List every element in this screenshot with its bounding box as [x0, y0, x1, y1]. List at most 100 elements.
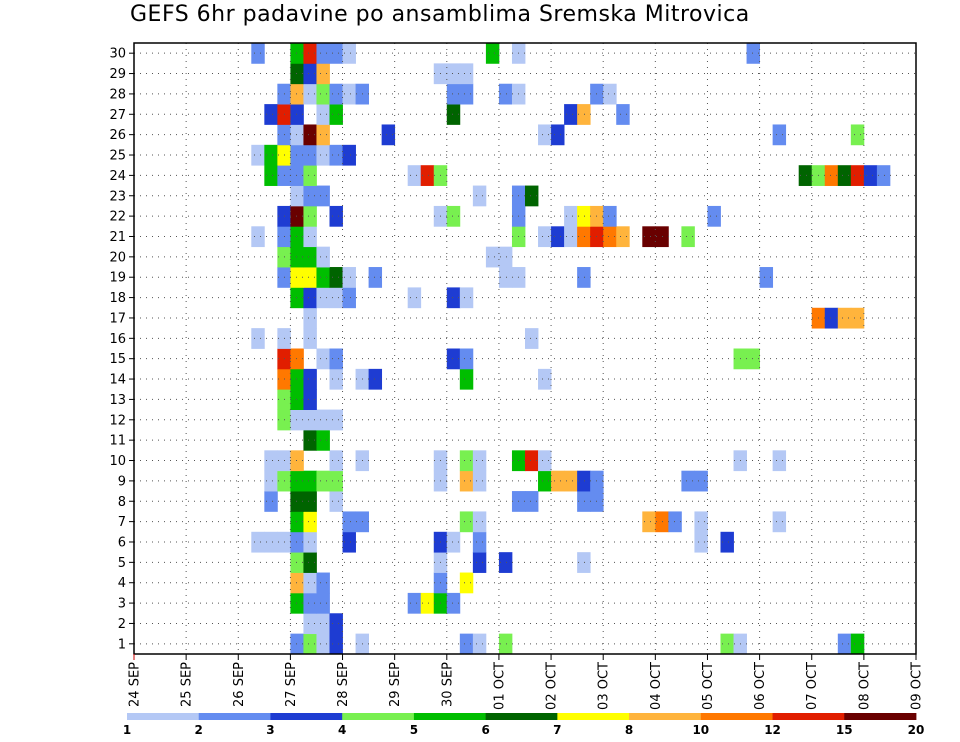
- heatmap-cell: [577, 205, 591, 227]
- y-tick-label: 2: [118, 617, 126, 632]
- heatmap-cell: [290, 104, 304, 125]
- heatmap-cell: [290, 409, 304, 431]
- heatmap-cell: [459, 63, 474, 85]
- heatmap-cell: [290, 144, 304, 166]
- heatmap-cell: [837, 633, 852, 655]
- heatmap-cell: [538, 470, 552, 492]
- heatmap-cell: [290, 267, 304, 288]
- heatmap-cell: [329, 205, 343, 227]
- heatmap-cell: [303, 246, 317, 268]
- heatmap-cell: [459, 83, 474, 105]
- heatmap-cell: [498, 267, 513, 288]
- heatmap-cell: [303, 491, 317, 512]
- y-tick-label: 26: [109, 128, 126, 143]
- x-tick-label: 05 OCT: [701, 662, 716, 710]
- colorbar-swatch: [342, 713, 415, 720]
- colorbar-swatch: [557, 713, 630, 720]
- heatmap-cell: [603, 83, 617, 105]
- heatmap-cell: [368, 368, 383, 390]
- heatmap-cell: [316, 572, 330, 594]
- heatmap-cell: [446, 205, 461, 227]
- heatmap-cell: [746, 348, 760, 370]
- y-tick-label: 19: [109, 271, 126, 286]
- heatmap-cell: [459, 348, 474, 370]
- heatmap-cell: [577, 267, 591, 288]
- heatmap-cell: [746, 43, 760, 64]
- x-tick-label: 06 OCT: [753, 662, 768, 710]
- heatmap-cell: [264, 450, 278, 472]
- x-tick-label: 01 OCT: [492, 662, 507, 710]
- y-tick-label: 29: [109, 67, 126, 82]
- heatmap-cell: [303, 267, 317, 288]
- y-tick-label: 1: [118, 637, 126, 652]
- chart-title: GEFS 6hr padavine po ansamblima Sremska …: [130, 2, 750, 27]
- y-tick-label: 12: [109, 413, 126, 428]
- heatmap-cell: [303, 63, 317, 85]
- heatmap-cell: [668, 511, 682, 533]
- heatmap-cell: [303, 633, 317, 655]
- heatmap-cell: [303, 185, 317, 207]
- heatmap-cell: [694, 470, 708, 492]
- colorbar-swatch: [844, 713, 917, 720]
- heatmap-cell: [290, 511, 304, 533]
- heatmap-cell: [316, 592, 330, 614]
- heatmap-cell: [772, 511, 787, 533]
- heatmap-cell: [264, 491, 278, 512]
- y-tick-label: 5: [118, 556, 126, 571]
- heatmap-cell: [316, 104, 330, 125]
- heatmap-cell: [251, 43, 265, 64]
- heatmap-cell: [251, 144, 265, 166]
- heatmap-cell: [525, 491, 539, 512]
- x-tick-label: 26 SEP: [232, 662, 247, 707]
- heatmap-cell: [290, 83, 304, 105]
- heatmap-cell: [577, 470, 591, 492]
- heatmap-cell: [316, 470, 330, 492]
- heatmap-cell: [407, 287, 422, 309]
- heatmap-cell: [472, 185, 487, 207]
- heatmap-cell: [251, 328, 265, 349]
- heatmap-cell: [290, 368, 304, 390]
- x-tick-label: 28 SEP: [336, 662, 351, 707]
- heatmap-cell: [603, 205, 617, 227]
- heatmap-cell: [329, 633, 343, 655]
- y-tick-label: 22: [109, 210, 126, 225]
- colorbar-swatch: [629, 713, 702, 720]
- heatmap-cell: [303, 409, 317, 431]
- heatmap-cell: [303, 205, 317, 227]
- y-tick-label: 27: [109, 108, 126, 123]
- heatmap-cell: [551, 124, 565, 146]
- x-tick-label: 30 SEP: [440, 662, 455, 707]
- y-tick-label: 28: [109, 87, 126, 102]
- heatmap-cell: [564, 104, 578, 125]
- heatmap-cell: [564, 205, 578, 227]
- heatmap-cell: [564, 226, 578, 248]
- heatmap-cell: [316, 185, 330, 207]
- heatmap-cell: [407, 592, 422, 614]
- heatmap-cell: [824, 307, 839, 329]
- heatmap-cell: [329, 43, 343, 64]
- heatmap-cell: [316, 429, 330, 451]
- heatmap-cell: [290, 165, 304, 186]
- heatmap-cell: [303, 511, 317, 533]
- heatmap-cell: [420, 592, 435, 614]
- heatmap-cell: [290, 226, 304, 248]
- y-tick-label: 3: [118, 597, 126, 612]
- heatmap-cell: [251, 226, 265, 248]
- heatmap-cell: [525, 185, 539, 207]
- heatmap-cell: [342, 267, 356, 288]
- heatmap-cell: [303, 389, 317, 410]
- heatmap-cell: [420, 165, 435, 186]
- heatmap-cell: [538, 450, 552, 472]
- heatmap-cell: [876, 165, 891, 186]
- heatmap-cell: [329, 409, 343, 431]
- y-tick-label: 9: [118, 474, 126, 489]
- heatmap-cell: [342, 287, 356, 309]
- heatmap-cell: [472, 552, 487, 573]
- colorbar-label: 3: [266, 723, 274, 737]
- x-tick-label: 08 OCT: [857, 662, 872, 710]
- heatmap-cell: [850, 124, 865, 146]
- heatmap-cell: [472, 450, 487, 472]
- heatmap-cell: [303, 165, 317, 186]
- heatmap-cell: [316, 246, 330, 268]
- heatmap-cell: [303, 552, 317, 573]
